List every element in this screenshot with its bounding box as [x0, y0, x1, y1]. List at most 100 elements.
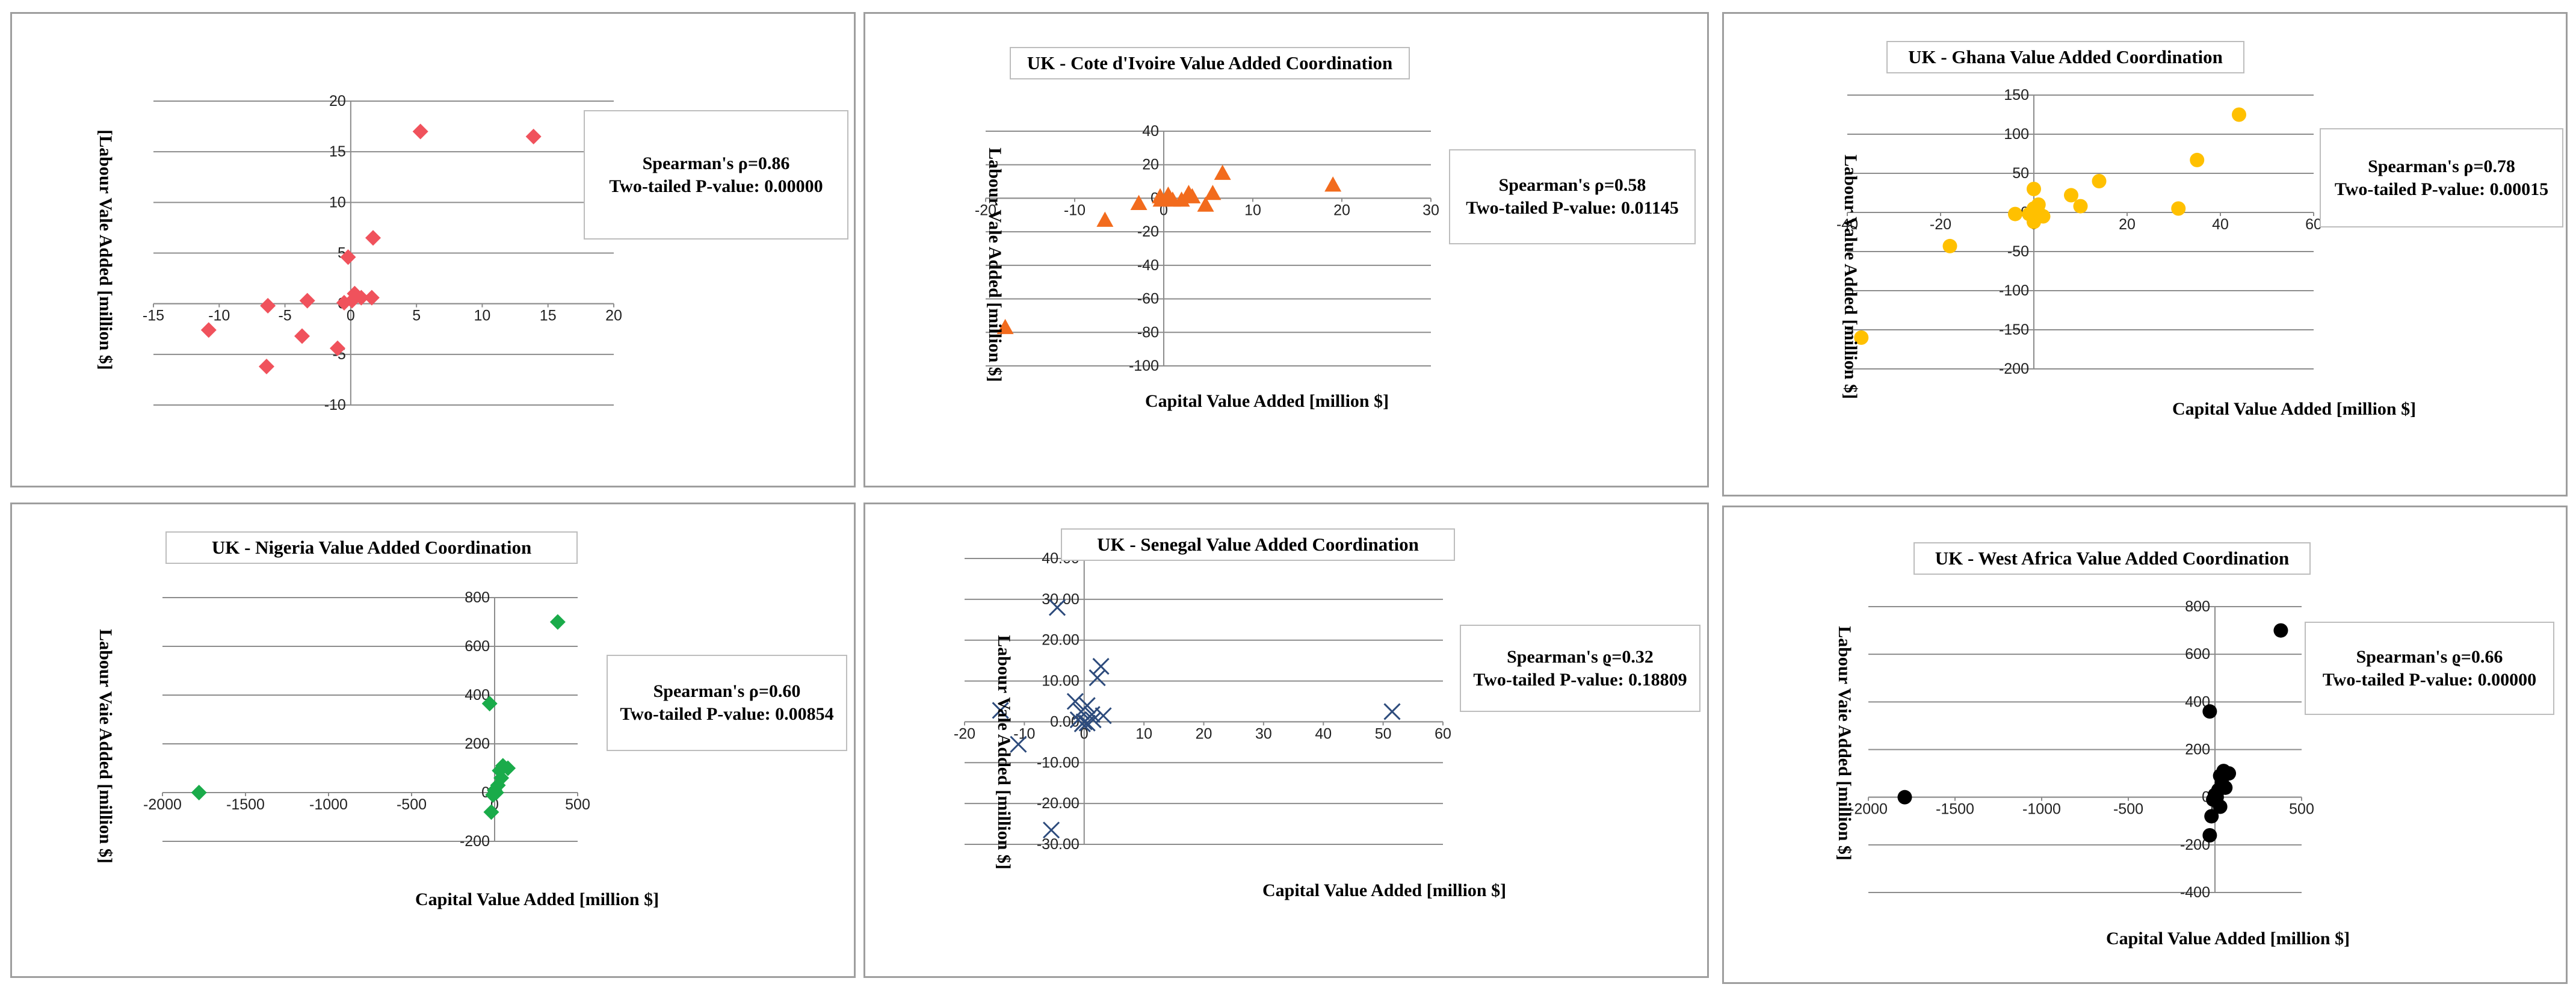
y-axis-label: Labour Vaie Added [million $]: [1835, 626, 1855, 861]
y-tick-label: 600: [465, 638, 490, 655]
data-point: [1897, 790, 1912, 805]
data-point: [1204, 185, 1222, 200]
y-tick-label: 800: [465, 589, 490, 606]
x-tick-label: 10: [1135, 725, 1152, 742]
data-point: [2008, 206, 2022, 221]
data-point: [191, 785, 207, 800]
x-tick-label: 20: [2119, 216, 2136, 233]
x-tick-label: -10: [1064, 202, 1086, 218]
chart-title: UK - Nigeria Value Added Coordination: [165, 531, 578, 564]
x-tick-label: 500: [565, 796, 590, 813]
chart-title: UK - West Africa Value Added Coordinatio…: [1913, 542, 2311, 575]
x-tick-label: -20: [954, 725, 975, 742]
y-tick-label: 100: [2004, 126, 2029, 143]
data-point: [1066, 693, 1084, 710]
y-tick-label: -60: [1137, 291, 1159, 308]
x-tick-label: 30: [1255, 725, 1272, 742]
x-tick-label: 30: [1422, 202, 1439, 218]
y-tick-label: 800: [2185, 598, 2210, 615]
chart-panel-4: -2000 -1500 -1000 -500 0 500 -200 0 200 400 600 800…: [10, 503, 856, 978]
data-point: [1942, 238, 1957, 253]
x-tick-label: 0: [1080, 725, 1089, 742]
x-tick-label: -2000: [1849, 801, 1888, 818]
data-point: [1854, 330, 1869, 345]
y-tick-label: -80: [1137, 324, 1159, 341]
y-tick-label: -200: [460, 833, 490, 850]
data-point: [200, 322, 217, 338]
data-point: [2171, 201, 2186, 216]
y-tick-label: -200: [1999, 360, 2029, 377]
x-tick-label: -1000: [309, 796, 348, 813]
x-axis-label: Capital Value Added [million $]: [2106, 929, 2350, 948]
data-point: [344, 292, 360, 309]
spearman-text: Spearman's ϱ=0.32: [1507, 646, 1654, 667]
x-tick-label: -500: [397, 796, 427, 813]
stats-box: Spearman's ϱ=0.32 Two-tailed P-value: 0.…: [1460, 625, 1700, 712]
x-axis-label: Capital Value Added [million $]: [1262, 880, 1507, 900]
data-point: [1180, 185, 1197, 200]
x-tick-label: -1500: [1936, 801, 1974, 818]
data-point: [294, 328, 310, 344]
data-point: [1073, 715, 1091, 732]
y-axis-label: Labour Vale Added [million $]: [994, 635, 1014, 870]
y-tick-label: 50: [2012, 165, 2029, 182]
spearman-text: Spearman's ρ=0.86: [642, 153, 790, 173]
x-tick-label: -1500: [226, 796, 265, 813]
data-point: [1324, 176, 1342, 192]
y-tick-label: 200: [465, 735, 490, 752]
y-tick-label: -400: [2180, 884, 2210, 901]
data-point: [2273, 623, 2288, 638]
data-point: [1048, 599, 1066, 616]
y-tick-label: 20: [1142, 156, 1159, 173]
y-tick-label: 20: [329, 93, 346, 110]
x-axis-label: Capital Value Added [million $]: [1145, 391, 1389, 411]
x-tick-label: 40: [2212, 216, 2229, 233]
x-tick-label: 20: [1196, 725, 1212, 742]
data-point: [1152, 191, 1170, 207]
data-point: [2031, 197, 2046, 212]
chart-plot-5: -20 -10 0 10 20 30 40 50 60-30.00-20.00-10.000.0…: [954, 550, 1451, 853]
data-point: [2022, 206, 2037, 221]
y-tick-label: -20: [1137, 223, 1159, 240]
y-tick-label: 10: [329, 194, 346, 211]
chart-title: UK - Senegal Value Added Coordination: [1061, 528, 1455, 561]
data-point: [260, 298, 276, 314]
data-point: [2190, 152, 2205, 167]
x-tick-label: -15: [143, 308, 164, 324]
stats-box: Spearman's ρ=0.60 Two-tailed P-value: 0.…: [607, 655, 847, 751]
data-point: [2202, 704, 2217, 719]
x-axis-label: Capital Value Added [million $]: [415, 889, 659, 909]
data-point: [330, 340, 345, 356]
y-tick-label: -150: [1999, 321, 2029, 338]
data-point: [412, 123, 428, 140]
spearman-text: Spearman's ρ=0.58: [1498, 175, 1646, 195]
data-point: [2073, 199, 2088, 214]
stats-box: Spearman's ρ=0.86 Two-tailed P-value: 0.…: [584, 110, 848, 240]
chart-panel-3: -40-200204060-200-150-100-50050100150 UK…: [1722, 12, 2568, 496]
x-tick-label: -20: [1930, 216, 1951, 233]
y-tick-label: -20.00: [1037, 795, 1080, 812]
data-point: [1043, 821, 1060, 839]
y-tick-label: -100: [1999, 282, 2029, 299]
y-tick-label: -50: [2007, 243, 2029, 260]
pvalue-text: Two-tailed P-value: 0.00854: [620, 704, 834, 724]
chart-plot-3: -40-200204060-200-150-100-50050100150: [1836, 87, 2322, 377]
y-tick-label: -40: [1137, 257, 1159, 274]
chart-panel-5: -20 -10 0 10 20 30 40 50 60 -30.00 -20.00 -10.00 0.0…: [863, 503, 1709, 978]
data-point: [2027, 182, 2041, 196]
x-tick-label: -1000: [2022, 801, 2061, 818]
x-tick-label: 60: [2305, 216, 2322, 233]
y-axis-label: Labour Vaie Added [million $]: [96, 629, 116, 864]
data-point: [363, 289, 380, 306]
chart-title: UK - Cote d'Ivoire Value Added Coordinat…: [1010, 47, 1410, 79]
stats-box: Spearman's ρ=0.78 Two-tailed P-value: 0.…: [2320, 128, 2563, 227]
pvalue-text: Two-tailed P-value: 0.00000: [2322, 669, 2537, 690]
pvalue-text: Two-tailed P-value: 0.18809: [1473, 669, 1687, 690]
y-tick-label: -100: [1129, 357, 1159, 374]
data-point: [1383, 703, 1401, 720]
y-axis-label: [Labour Vale Added [million $]: [96, 129, 116, 370]
data-point: [525, 128, 542, 144]
